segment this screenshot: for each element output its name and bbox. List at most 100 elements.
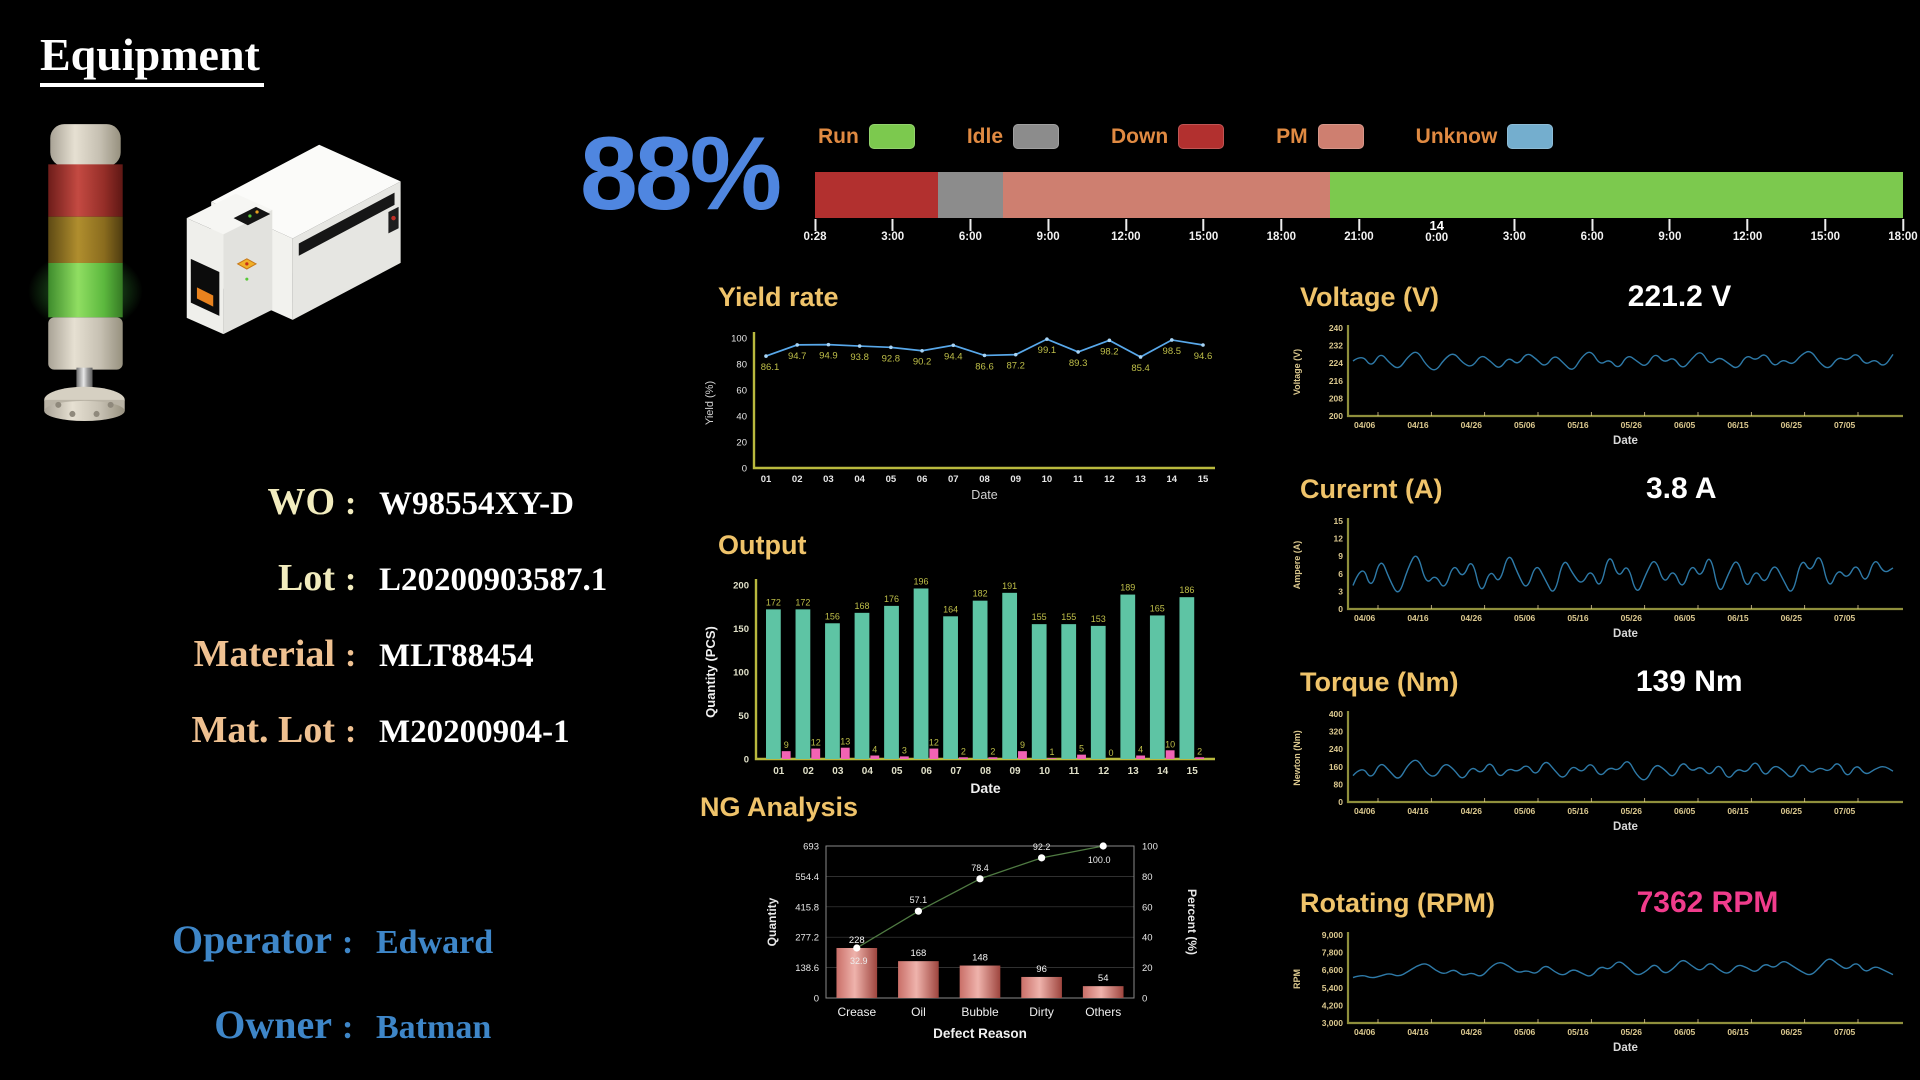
- svg-text:6,600: 6,600: [1322, 965, 1344, 975]
- svg-text:14: 14: [1166, 474, 1177, 485]
- svg-text:4: 4: [1138, 745, 1143, 755]
- svg-text:40: 40: [1142, 933, 1153, 944]
- svg-text:Date: Date: [1613, 1042, 1638, 1054]
- svg-text:0: 0: [814, 994, 819, 1005]
- svg-text:06/05: 06/05: [1674, 806, 1696, 816]
- svg-text:9,000: 9,000: [1322, 930, 1344, 940]
- svg-text:156: 156: [825, 611, 840, 621]
- svg-text:Date: Date: [971, 488, 997, 502]
- svg-text:232: 232: [1329, 341, 1343, 351]
- svg-text:277.2: 277.2: [795, 933, 819, 944]
- timeline-axis: 0:28 3:00 6:00 9:00 12:00 15:00 18:00 21:00 14 0:…: [803, 218, 1918, 261]
- svg-text:168: 168: [910, 948, 926, 959]
- svg-text:172: 172: [795, 597, 810, 607]
- svg-text:03: 03: [832, 766, 844, 777]
- svg-text:85.4: 85.4: [1131, 363, 1150, 374]
- svg-text:09: 09: [1010, 474, 1021, 485]
- svg-text:100.0: 100.0: [1088, 855, 1111, 865]
- svg-text:80: 80: [1334, 779, 1344, 789]
- material-label: Material: [193, 633, 335, 675]
- svg-text:86.6: 86.6: [975, 361, 994, 372]
- svg-text:92.2: 92.2: [1033, 842, 1051, 852]
- svg-text:06/15: 06/15: [1727, 806, 1749, 816]
- svg-text:200: 200: [733, 581, 749, 592]
- svg-text:Ampere (A): Ampere (A): [1292, 541, 1302, 590]
- svg-text:168: 168: [854, 601, 869, 611]
- legend-label: Down: [1111, 124, 1169, 148]
- svg-text:06/25: 06/25: [1781, 420, 1803, 430]
- svg-text:0: 0: [1142, 994, 1147, 1005]
- svg-text:3: 3: [1338, 586, 1343, 596]
- svg-text:13: 13: [840, 737, 850, 747]
- svg-text:05/06: 05/06: [1514, 613, 1536, 623]
- svg-text:08: 08: [980, 766, 992, 777]
- voltage-value: 221.2 V: [1627, 280, 1732, 313]
- svg-text:415.8: 415.8: [795, 902, 819, 913]
- svg-text:400: 400: [1329, 709, 1343, 719]
- legend-item-down: Down: [1111, 124, 1225, 149]
- svg-text:07: 07: [950, 766, 962, 777]
- svg-text:12: 12: [1104, 474, 1115, 485]
- svg-text:87.2: 87.2: [1006, 361, 1025, 372]
- time-tick: 18:00: [1267, 219, 1296, 243]
- svg-text:03: 03: [823, 474, 834, 485]
- svg-text:Date: Date: [1613, 628, 1638, 640]
- rotating-title: Rotating (RPM): [1300, 888, 1495, 918]
- svg-text:60: 60: [1142, 902, 1153, 913]
- legend-color-chip: [868, 124, 915, 149]
- svg-text:05/26: 05/26: [1621, 806, 1643, 816]
- svg-text:228: 228: [849, 935, 865, 946]
- svg-text:90.2: 90.2: [913, 357, 932, 368]
- svg-text:191: 191: [1002, 581, 1017, 591]
- time-tick: 0:28: [803, 219, 827, 243]
- legend-item-idle: Idle: [967, 124, 1060, 149]
- svg-text:89.3: 89.3: [1069, 358, 1088, 369]
- svg-text:Voltage (V): Voltage (V): [1292, 349, 1302, 395]
- svg-text:11: 11: [1069, 766, 1080, 777]
- svg-text:06: 06: [921, 766, 933, 777]
- svg-text:94.9: 94.9: [819, 351, 838, 362]
- legend-label: PM: [1276, 124, 1308, 148]
- owner-value: Batman: [376, 1009, 492, 1046]
- svg-text:05: 05: [891, 766, 903, 777]
- wo-value: W98554XY-D: [379, 486, 574, 522]
- day-marker: 14: [1429, 218, 1444, 233]
- legend-item-unknow: Unknow: [1416, 124, 1554, 149]
- legend-color-chip: [1507, 124, 1554, 149]
- time-tick: 15:00: [1811, 219, 1840, 243]
- svg-text:10: 10: [1042, 474, 1053, 485]
- svg-text:155: 155: [1061, 612, 1076, 622]
- legend-color-chip: [1013, 124, 1060, 149]
- svg-text:100: 100: [733, 668, 749, 679]
- timeline-segment-pm: [1003, 172, 1330, 218]
- timeline-segment-down: [815, 172, 938, 218]
- svg-text:11: 11: [1073, 474, 1084, 485]
- svg-text:554.4: 554.4: [795, 872, 819, 883]
- svg-text:40: 40: [736, 412, 747, 423]
- svg-text:164: 164: [943, 604, 958, 614]
- svg-text:186: 186: [1179, 585, 1194, 595]
- svg-text:148: 148: [972, 953, 988, 964]
- svg-text:86.1: 86.1: [761, 362, 780, 373]
- time-tick: 14 0:00: [1425, 218, 1449, 244]
- svg-text:RPM: RPM: [1292, 969, 1302, 989]
- svg-text:05/06: 05/06: [1514, 806, 1536, 816]
- svg-text:20: 20: [1142, 963, 1153, 974]
- svg-text:176: 176: [884, 594, 899, 604]
- svg-text:04/26: 04/26: [1461, 420, 1483, 430]
- svg-text:05/06: 05/06: [1514, 420, 1536, 430]
- svg-text:99.1: 99.1: [1038, 345, 1057, 356]
- svg-text:0: 0: [742, 464, 747, 475]
- svg-text:3: 3: [902, 745, 907, 755]
- rotating-value: 7362 RPM: [1636, 886, 1779, 919]
- svg-text:9: 9: [1338, 551, 1343, 561]
- svg-text:04/06: 04/06: [1354, 1027, 1376, 1037]
- svg-text:92.8: 92.8: [882, 353, 901, 364]
- svg-text:94.6: 94.6: [1194, 351, 1213, 362]
- svg-text:138.6: 138.6: [795, 963, 819, 974]
- svg-text:10: 10: [1165, 739, 1175, 749]
- svg-text:9: 9: [784, 740, 789, 750]
- status-legend: Run Idle Down PM Unknow: [818, 124, 1554, 149]
- time-tick: 6:00: [1581, 219, 1604, 243]
